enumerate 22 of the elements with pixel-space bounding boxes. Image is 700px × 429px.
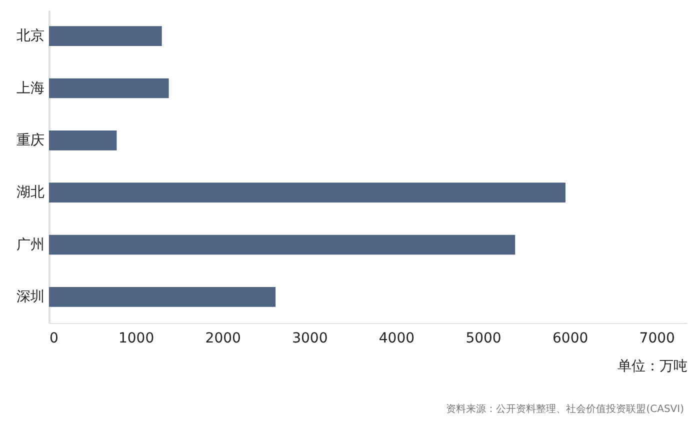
x-tick-label: 7000: [639, 330, 675, 346]
bar: [49, 78, 169, 98]
x-tick-label: 5000: [466, 330, 502, 346]
x-tick-label: 4000: [378, 330, 415, 346]
y-tick-label: 湖北: [16, 184, 44, 201]
x-axis-title: 单位：万吨: [618, 358, 688, 374]
text: 资料来源：公开资料整理、社会价值投资联盟(CASVI): [446, 402, 684, 416]
y-tick-label: 重庆: [16, 132, 44, 148]
x-tick-label: 6000: [552, 330, 588, 346]
x-tick-label: 3000: [292, 330, 328, 346]
bar: [49, 26, 162, 46]
bar: [49, 182, 566, 202]
x-tick-label: 0: [50, 330, 58, 346]
y-tick-label: 北京: [16, 28, 44, 44]
y-tick-label: 上海: [16, 80, 44, 96]
y-tick-label: 广州: [16, 236, 44, 253]
bar: [49, 287, 276, 307]
bar: [49, 130, 117, 150]
y-tick-label: 深圳: [16, 288, 44, 305]
x-tick-label: 1000: [118, 330, 154, 346]
bar: [49, 234, 516, 255]
x-tick-label: 2000: [205, 330, 241, 346]
